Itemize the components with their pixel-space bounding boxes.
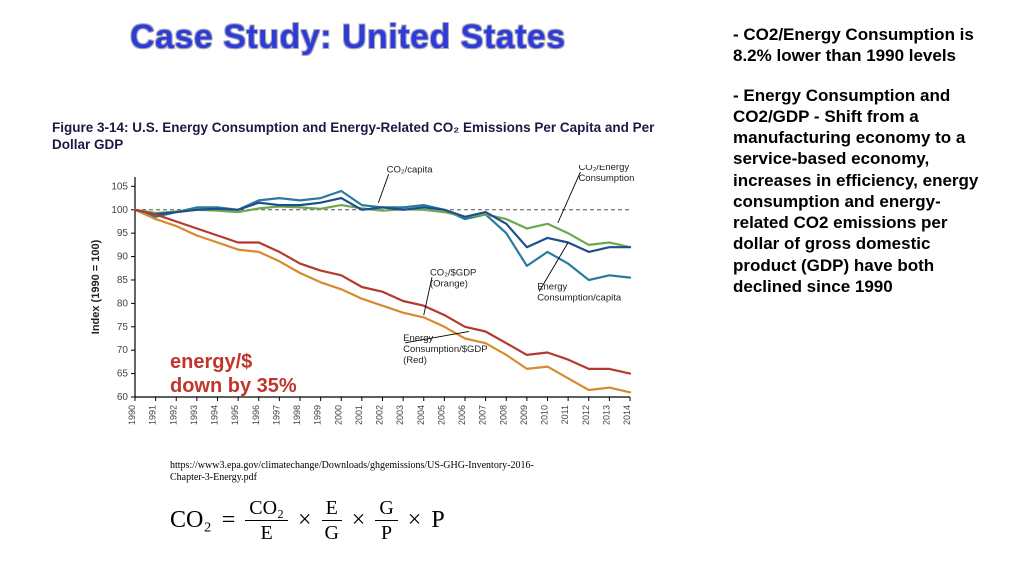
svg-text:2007: 2007 [478,405,488,425]
svg-text:1991: 1991 [148,405,158,425]
svg-text:1990: 1990 [127,405,137,425]
svg-text:2003: 2003 [395,405,405,425]
svg-text:(Orange): (Orange) [430,278,468,289]
svg-text:Energy: Energy [403,333,433,344]
svg-text:100: 100 [111,205,128,216]
formula-times3: × [408,507,422,534]
svg-text:1995: 1995 [230,405,240,425]
svg-text:90: 90 [117,252,129,263]
sidebar-note-2: - Energy Consumption and CO2/GDP - Shift… [733,85,988,298]
svg-text:1992: 1992 [168,405,178,425]
source-citation: https://www3.epa.gov/climatechange/Downl… [170,460,550,484]
svg-text:CO₂/Energy: CO₂/Energy [578,165,629,173]
formula-lhs: CO₂ [170,507,212,534]
line-chart: 60 65 70 75 80 85 90 95 100 105 Index (1990 = 100)… [85,165,645,415]
annotation-line1: energy/$ [170,351,252,373]
svg-text:85: 85 [117,275,129,286]
svg-text:2006: 2006 [457,405,467,425]
svg-text:1994: 1994 [210,405,220,425]
kaya-identity-formula: CO₂ = CO₂ E × E G × G P × P [170,498,445,543]
svg-text:2001: 2001 [354,405,364,425]
svg-text:Consumption/capita: Consumption/capita [537,292,622,303]
svg-text:1998: 1998 [292,405,302,425]
svg-text:1999: 1999 [313,405,323,425]
svg-text:(Red): (Red) [403,355,427,366]
svg-text:2008: 2008 [498,405,508,425]
formula-times2: × [352,507,366,534]
svg-text:2005: 2005 [436,405,446,425]
svg-text:2012: 2012 [581,405,591,425]
svg-text:2009: 2009 [519,405,529,425]
svg-text:2002: 2002 [375,405,385,425]
formula-times1: × [298,507,312,534]
svg-text:CO₂/$GDP: CO₂/$GDP [430,267,476,278]
page-title: Case Study: United States [130,18,566,57]
svg-text:60: 60 [117,392,129,403]
svg-text:70: 70 [117,345,129,356]
svg-text:2010: 2010 [540,405,550,425]
svg-text:Energy: Energy [537,281,567,292]
svg-text:2000: 2000 [333,405,343,425]
svg-text:1996: 1996 [251,405,261,425]
svg-text:2004: 2004 [416,405,426,425]
svg-text:Consumption: Consumption [578,173,634,184]
svg-text:75: 75 [117,322,129,333]
svg-text:95: 95 [117,228,129,239]
annotation-energy-per-dollar: energy/$ down by 35% [170,350,297,398]
svg-text:2014: 2014 [622,405,632,425]
sidebar-notes: - CO2/Energy Consumption is 8.2% lower t… [733,24,988,315]
annotation-line2: down by 35% [170,375,297,397]
formula-frac3: G P [375,498,397,543]
svg-text:1997: 1997 [271,405,281,425]
formula-frac2: E G [322,498,342,543]
svg-text:65: 65 [117,369,129,380]
formula-p: P [431,507,444,534]
svg-text:1993: 1993 [189,405,199,425]
svg-text:80: 80 [117,298,129,309]
formula-eq: = [222,507,236,534]
formula-frac1: CO₂ E [245,498,288,543]
figure-caption: Figure 3-14: U.S. Energy Consumption and… [52,120,692,154]
svg-text:2013: 2013 [601,405,611,425]
svg-text:2011: 2011 [560,405,570,424]
sidebar-note-1: - CO2/Energy Consumption is 8.2% lower t… [733,24,988,67]
svg-text:Index (1990 = 100): Index (1990 = 100) [90,239,102,334]
svg-text:105: 105 [111,181,128,192]
svg-text:CO₂/capita: CO₂/capita [387,165,434,175]
svg-text:Consumption/$GDP: Consumption/$GDP [403,344,487,355]
